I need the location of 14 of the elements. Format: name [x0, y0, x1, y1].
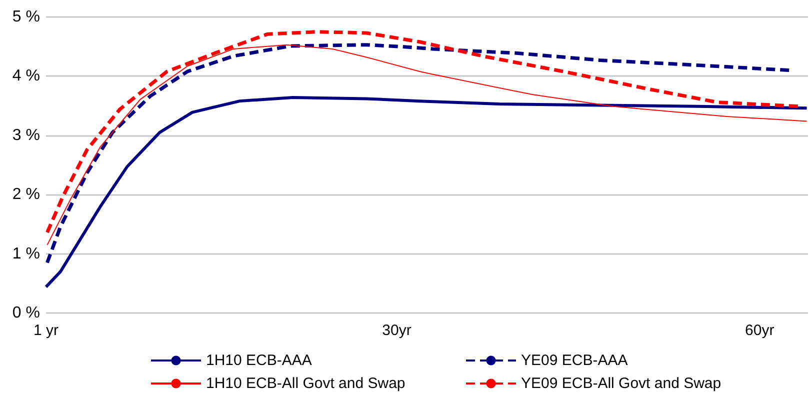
y-tick-label: 3 %: [12, 126, 40, 144]
legend-label: YE09 ECB-All Govt and Swap: [521, 375, 722, 392]
x-tick-label: 30yr: [382, 322, 412, 339]
line-series: [44, 96, 808, 288]
x-tick-label: 1 yr: [33, 322, 59, 339]
y-tick-label: 2 %: [12, 186, 40, 204]
y-tick-label: 5 %: [12, 8, 40, 26]
legend-label: YE09 ECB-AAA: [521, 352, 628, 369]
legend-label: 1H10 ECB-AAA: [206, 352, 312, 369]
legend-label: 1H10 ECB-All Govt and Swap: [206, 375, 406, 392]
y-tick-label: 4 %: [12, 68, 40, 85]
y-tick-label: 1 %: [12, 245, 40, 262]
x-tick-label: 60yr: [745, 322, 774, 339]
y-tick-label: 0 %: [12, 304, 40, 322]
